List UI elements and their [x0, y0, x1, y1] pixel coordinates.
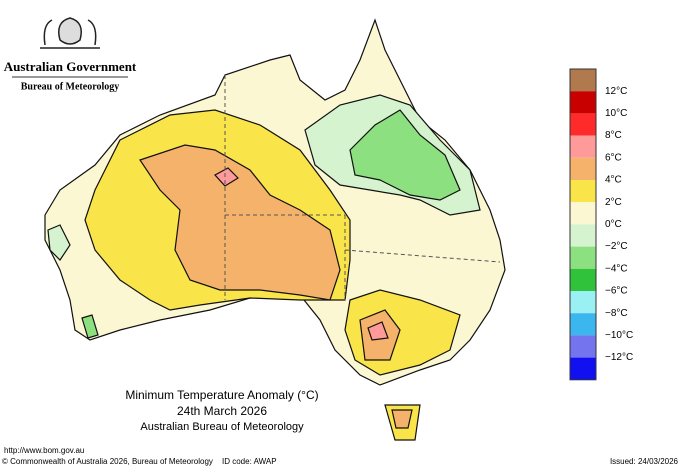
- legend-label: 6°C: [605, 152, 622, 163]
- legend-swatch: [570, 69, 596, 92]
- legend-swatch: [570, 91, 596, 114]
- legend-swatch: [570, 202, 596, 225]
- footer-url: http://www.bom.gov.au: [4, 446, 84, 455]
- crest: [40, 17, 100, 49]
- legend-swatch: [570, 246, 596, 269]
- legend: 12°C 10°C 8°C 6°C 4°C 2°C 0°C −2°C −4°C −6°C −8°C −…: [569, 68, 633, 381]
- legend-label: −6°C: [605, 286, 628, 297]
- legend-swatch: [570, 157, 596, 180]
- legend-label: −10°C: [605, 330, 633, 341]
- legend-swatch: [570, 224, 596, 247]
- legend-label: 12°C: [605, 86, 627, 97]
- legend-label: −12°C: [605, 352, 633, 363]
- legend-swatch: [570, 268, 596, 291]
- footer-copyright: © Commonwealth of Australia 2026, Bureau…: [2, 457, 213, 466]
- australia-map: [44, 18, 506, 441]
- legend-label: −8°C: [605, 308, 628, 319]
- legend-swatch: [570, 291, 596, 314]
- bureau: Bureau of Meteorology: [21, 81, 120, 92]
- legend-label: −2°C: [605, 241, 628, 252]
- legend-label: 2°C: [605, 197, 622, 208]
- legend-label: 0°C: [605, 219, 622, 230]
- legend-label: 10°C: [605, 108, 627, 119]
- legend-swatch: [570, 313, 596, 336]
- legend-frame: [569, 68, 597, 381]
- legend-swatch: [570, 335, 596, 358]
- legend-swatch: [570, 135, 596, 158]
- government: Australian Government: [4, 59, 137, 74]
- footer-issued: Issued: 24/03/2026: [610, 457, 679, 466]
- map-source: Australian Bureau of Meteorology: [140, 421, 304, 433]
- footer-id: ID code: AWAP: [222, 457, 277, 466]
- legend-swatch: [570, 113, 596, 136]
- legend-label: 4°C: [605, 175, 622, 186]
- map-title: Minimum Temperature Anomaly (°C): [125, 388, 318, 402]
- legend-swatch: [570, 357, 596, 380]
- legend-swatch: [570, 180, 596, 203]
- legend-label: −4°C: [605, 263, 628, 274]
- legend-label: 8°C: [605, 130, 622, 141]
- map-date: 24th March 2026: [177, 404, 267, 418]
